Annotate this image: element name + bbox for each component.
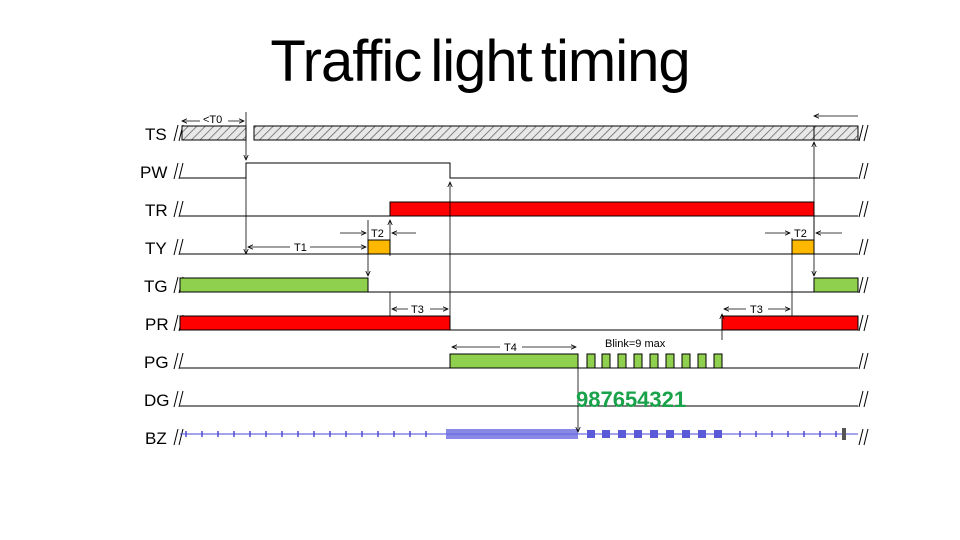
- tr-signal: [180, 201, 858, 217]
- tg-signal: [179, 277, 859, 293]
- row-label-pw: PW: [140, 163, 167, 182]
- label-t3-left: T3: [411, 304, 424, 316]
- label-t4: T4: [504, 342, 517, 354]
- bz-end-marker: [842, 428, 846, 440]
- bz-ticks: [185, 431, 837, 437]
- row-labels: TS PW TR TY TG PR PG DG BZ: [140, 125, 170, 448]
- pw-signal: [180, 162, 858, 179]
- pr-red-bar-left: [179, 315, 451, 331]
- label-t3-right: T3: [750, 304, 763, 316]
- ty-signal: [180, 239, 858, 255]
- row-label-bz: BZ: [145, 429, 167, 448]
- row-label-dg: DG: [144, 391, 170, 410]
- ts-hatch-right: [813, 125, 859, 141]
- pg-signal: [180, 353, 858, 369]
- row-label-pg: PG: [144, 353, 169, 372]
- pr-red-bar-right: [721, 315, 859, 331]
- row-label-ty: TY: [145, 239, 167, 258]
- pg-blink-pulses: [586, 353, 723, 369]
- bz-blink-buzz: [587, 430, 722, 438]
- ty-yellow-bar-right: [791, 239, 815, 255]
- ty-yellow-bar-left: [367, 239, 391, 255]
- row-label-tg: TG: [144, 277, 168, 296]
- ts-hatch-main: [253, 125, 815, 141]
- dependency-arrows: [246, 112, 814, 432]
- row-label-pr: PR: [145, 315, 169, 334]
- bz-signal: [180, 428, 858, 440]
- label-t0: <T0: [203, 114, 222, 126]
- row-label-tr: TR: [145, 201, 168, 220]
- pg-green-bar: [449, 353, 579, 369]
- ts-signal: [181, 125, 859, 141]
- label-t2-left: T2: [371, 228, 384, 240]
- label-t2-right: T2: [794, 228, 807, 240]
- countdown-digits: 987654321: [576, 387, 686, 412]
- pr-signal: [179, 315, 859, 331]
- tg-green-bar-right: [813, 277, 859, 293]
- bz-continuous-buzz: [446, 429, 578, 439]
- ts-hatch-left: [181, 125, 247, 141]
- slide-title: Traffic light timing: [270, 29, 690, 94]
- tr-red-bar: [389, 201, 815, 217]
- label-blink: Blink=9 max: [605, 338, 666, 350]
- interval-labels: <T0 T1 T2 T2 T3 T3 T4 Blink=9 max: [200, 112, 807, 354]
- row-label-ts: TS: [145, 125, 167, 144]
- tg-green-bar-left: [179, 277, 369, 293]
- label-t1: T1: [294, 242, 307, 254]
